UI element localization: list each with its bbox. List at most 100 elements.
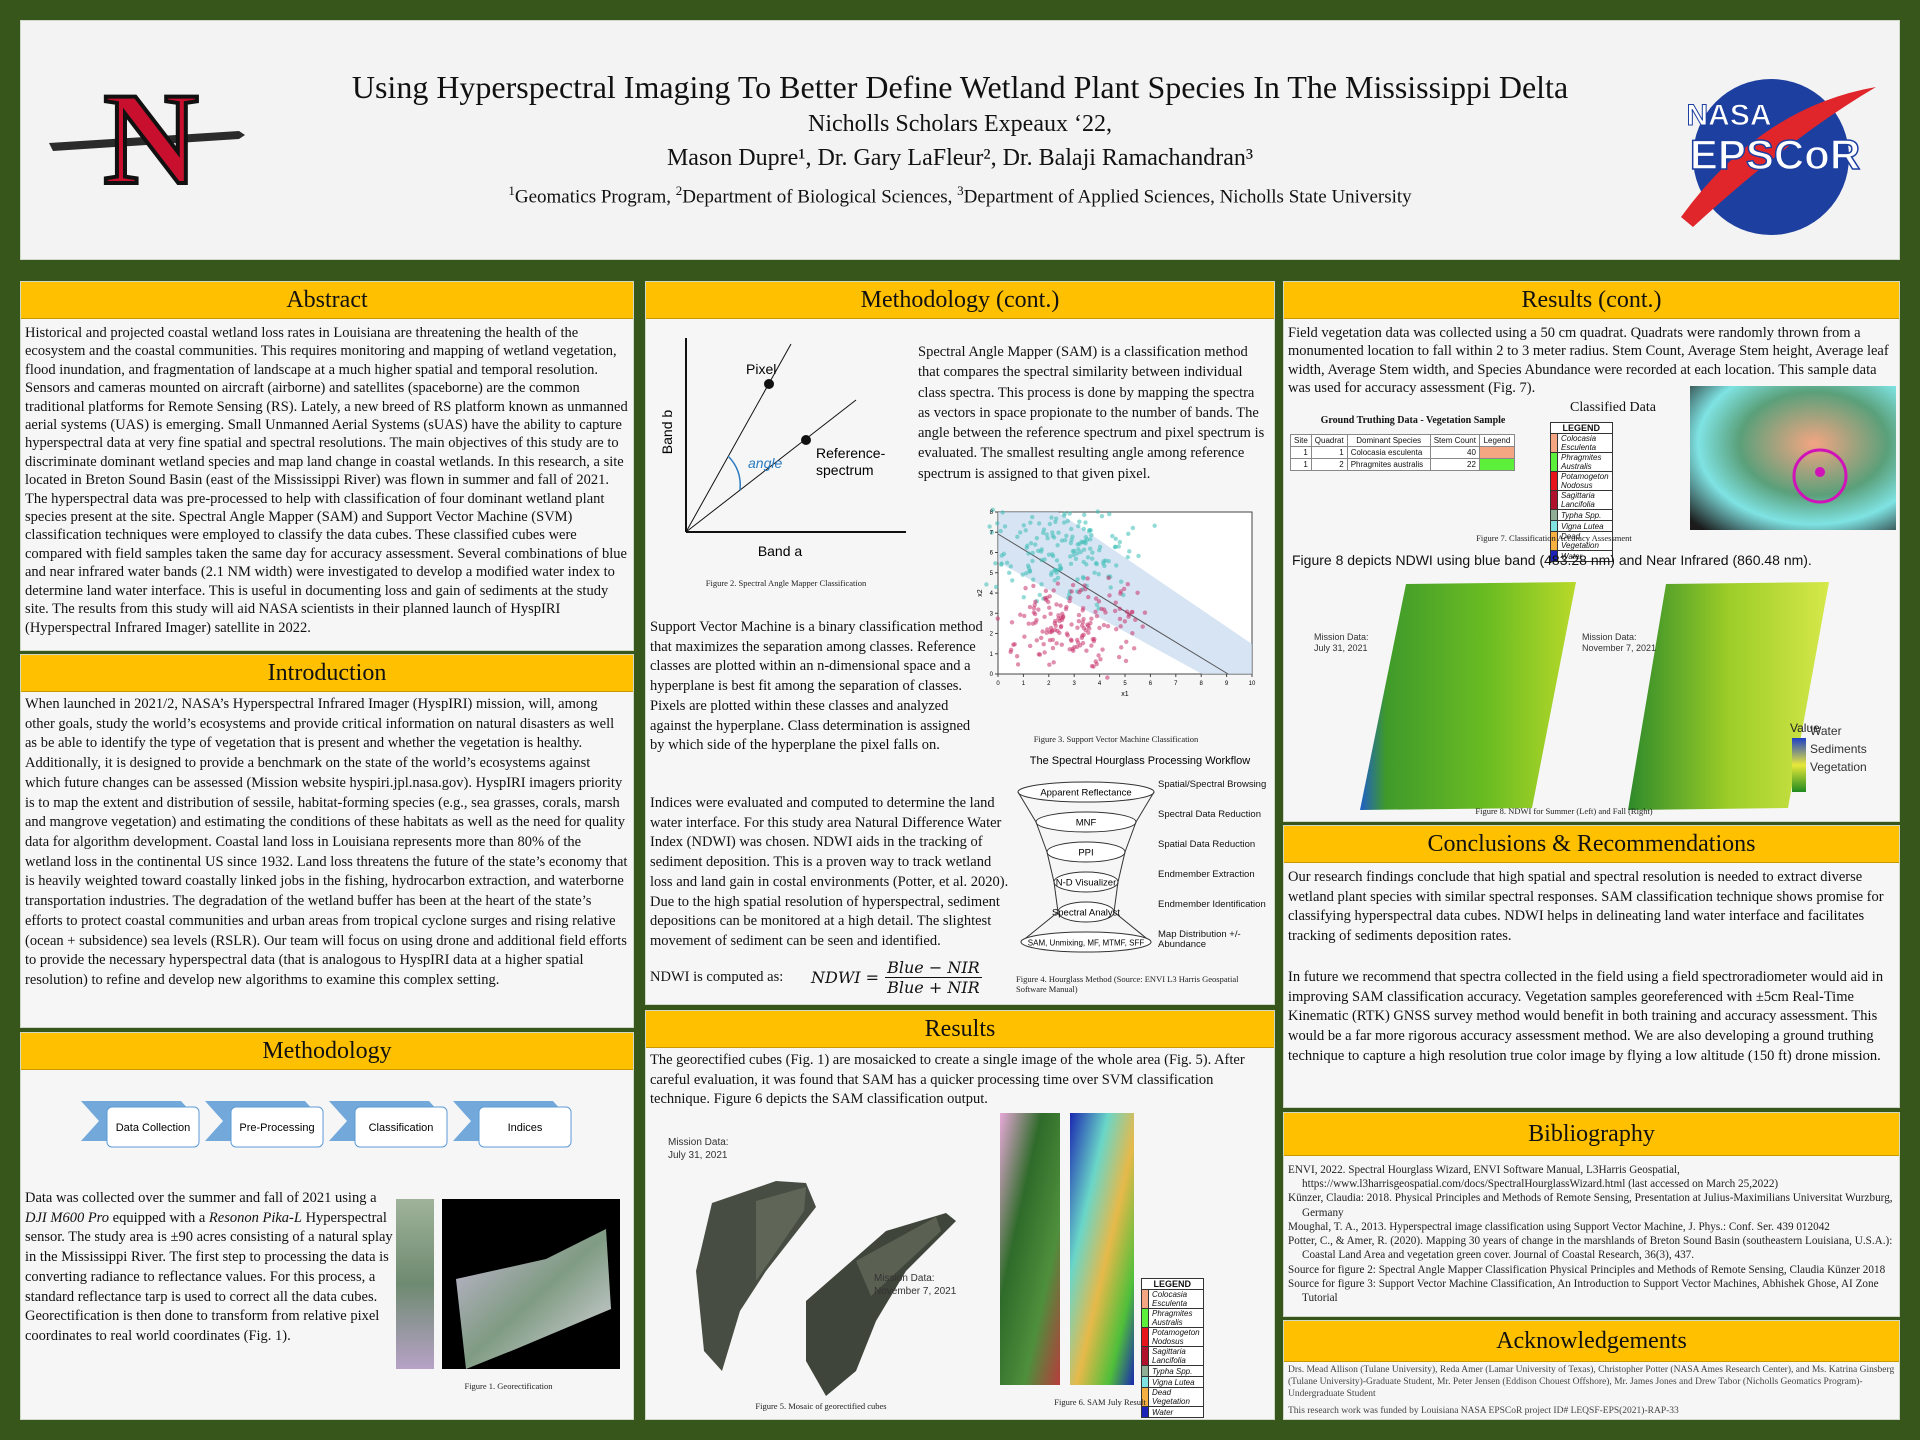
class-point: [1064, 533, 1069, 539]
conclusion-paragraph: Our research findings conclude that high…: [1288, 869, 1884, 945]
x-tick-label: 3: [1073, 681, 1077, 687]
text-run: DJI M600 Pro: [25, 1209, 110, 1226]
class-point: [1027, 604, 1033, 610]
acknowledgements-section: Acknowledgements Drs. Mead Allison (Tula…: [1283, 1320, 1900, 1420]
table-header: Quadrat: [1310, 434, 1348, 447]
class-point: [1022, 613, 1027, 619]
affiliation-number: 2: [675, 183, 683, 198]
legend-swatch: [1550, 520, 1558, 532]
class-point: [1021, 523, 1026, 528]
class-point: [1079, 623, 1085, 628]
class-point: [1076, 619, 1082, 624]
step-box: [106, 1106, 200, 1148]
table-header: Stem Count: [1429, 434, 1480, 447]
step-label: Pre-Processing: [239, 1122, 314, 1134]
stage-label: PPI: [1078, 848, 1093, 859]
legend-label: Vigna Lutea: [1148, 1376, 1204, 1388]
class-point: [1106, 575, 1111, 581]
class-point: [1075, 542, 1080, 547]
mission-label: Mission Data:: [1582, 632, 1637, 642]
header: N Using Hyperspectral Imaging To Better …: [20, 20, 1900, 260]
class-point: [1117, 539, 1123, 545]
class-point: [1079, 539, 1084, 545]
class-point: [1068, 561, 1074, 567]
stage-description-holder: Map Distribution +/- Abundance: [1158, 930, 1241, 951]
class-point: [1068, 637, 1074, 642]
class-point: [1127, 549, 1132, 554]
angle-label: angle: [748, 455, 782, 471]
x-tick-label: 4: [1098, 681, 1102, 687]
subtitle: Nicholls Scholars Expeaux ‘22,: [808, 111, 1112, 137]
stage-ellipse: [1020, 931, 1152, 953]
class-point: [1057, 630, 1062, 636]
class-point: [1059, 615, 1064, 621]
hourglass-figure: The Spectral Hourglass Processing Workfl…: [1017, 755, 1266, 953]
class-point: [1008, 649, 1013, 655]
affiliation-text: Department of Biological Sciences,: [682, 186, 958, 208]
affiliation-text: Department of Applied Sciences, Nicholls…: [963, 186, 1412, 208]
legend-label: Water: [1557, 550, 1613, 562]
x-tick-label: 9: [1225, 681, 1229, 687]
conclusions-section: Conclusions & Recommendations Our resear…: [1283, 825, 1900, 1108]
text-run: Resonon Pika-L: [208, 1209, 302, 1226]
class-point: [1093, 609, 1098, 615]
class-point: [1062, 520, 1067, 525]
class-point: [1122, 619, 1128, 624]
class-point: [1034, 617, 1039, 623]
image: [1070, 1113, 1134, 1385]
class-point: [1075, 625, 1080, 630]
class-point: [1030, 514, 1035, 520]
class-point: [1046, 552, 1052, 557]
class-point: [1049, 515, 1054, 520]
class-point: [1124, 639, 1129, 644]
stage-description-holder: Spatial Data Reduction: [1158, 840, 1255, 850]
class-point: [1130, 525, 1136, 531]
step-label: Data Collection: [116, 1122, 191, 1134]
x-tick-label: 10: [1249, 681, 1256, 687]
legend: LEGEND Colocasia Esculenta Phragmites Aust…: [1141, 1278, 1204, 1418]
class-point: [1037, 592, 1042, 598]
legend-row: Vigna Lutea: [1141, 1376, 1204, 1388]
class-point: [1028, 540, 1034, 546]
results-section: Results The georectified cubes (Fig. 1) …: [645, 1010, 1275, 1420]
mosaic-figure: Mission Data: July 31, 2021 Mission Data…: [668, 1137, 957, 1396]
class-point: [1009, 620, 1015, 625]
class-point: [1078, 549, 1083, 555]
class-point: [1086, 594, 1091, 600]
figure-caption: Figure 2. Spectral Angle Mapper Classifi…: [705, 578, 867, 588]
class-point: [987, 524, 992, 529]
class-point: [1038, 549, 1044, 554]
section-heading: Introduction: [21, 655, 633, 692]
class-point: [1055, 575, 1061, 581]
stage-description: Map Distribution +/- Abundance: [1158, 930, 1241, 951]
section-heading: Results (cont.): [1284, 282, 1899, 319]
legend-row: Typha Spp.: [1550, 509, 1613, 521]
table-cell: 1: [1290, 458, 1312, 471]
class-point: [1119, 579, 1124, 584]
legend-swatch: [1550, 452, 1558, 472]
reference-label: spectrum: [816, 462, 874, 478]
image: [1000, 1113, 1060, 1385]
figure-caption: Figure 5. Mosaic of georectified cubes: [755, 1401, 887, 1411]
class-point: [1044, 532, 1049, 537]
class-point: [1026, 565, 1032, 571]
legend-label: Typha Spp.: [1557, 509, 1613, 521]
class-point: [999, 553, 1004, 558]
results-cont-text: Field vegetation data was collected usin…: [1288, 325, 1889, 397]
ndwi-text: Indices were evaluated and computed to d…: [650, 795, 1009, 950]
acknowledgement-text: Drs. Mead Allison (Tulane University), R…: [1288, 1365, 1895, 1399]
mission-label: Mission Data:: [668, 1137, 729, 1148]
vector: [685, 343, 792, 533]
workflow-steps: Data Collection Pre-Processing Classificat…: [81, 1101, 572, 1148]
assessment-point: [1815, 467, 1825, 477]
nicholls-logo: N: [49, 71, 245, 201]
class-point: [1047, 662, 1052, 667]
class-point: [1040, 530, 1046, 536]
georectification-figure: [396, 1199, 620, 1369]
abstract-section: Abstract Historical and projected coasta…: [20, 281, 634, 651]
y-tick-label: 5: [990, 571, 994, 577]
text-run: Data was collected over the summer and f…: [25, 1190, 377, 1206]
reference-point: [801, 435, 811, 445]
class-point: [1018, 612, 1023, 617]
